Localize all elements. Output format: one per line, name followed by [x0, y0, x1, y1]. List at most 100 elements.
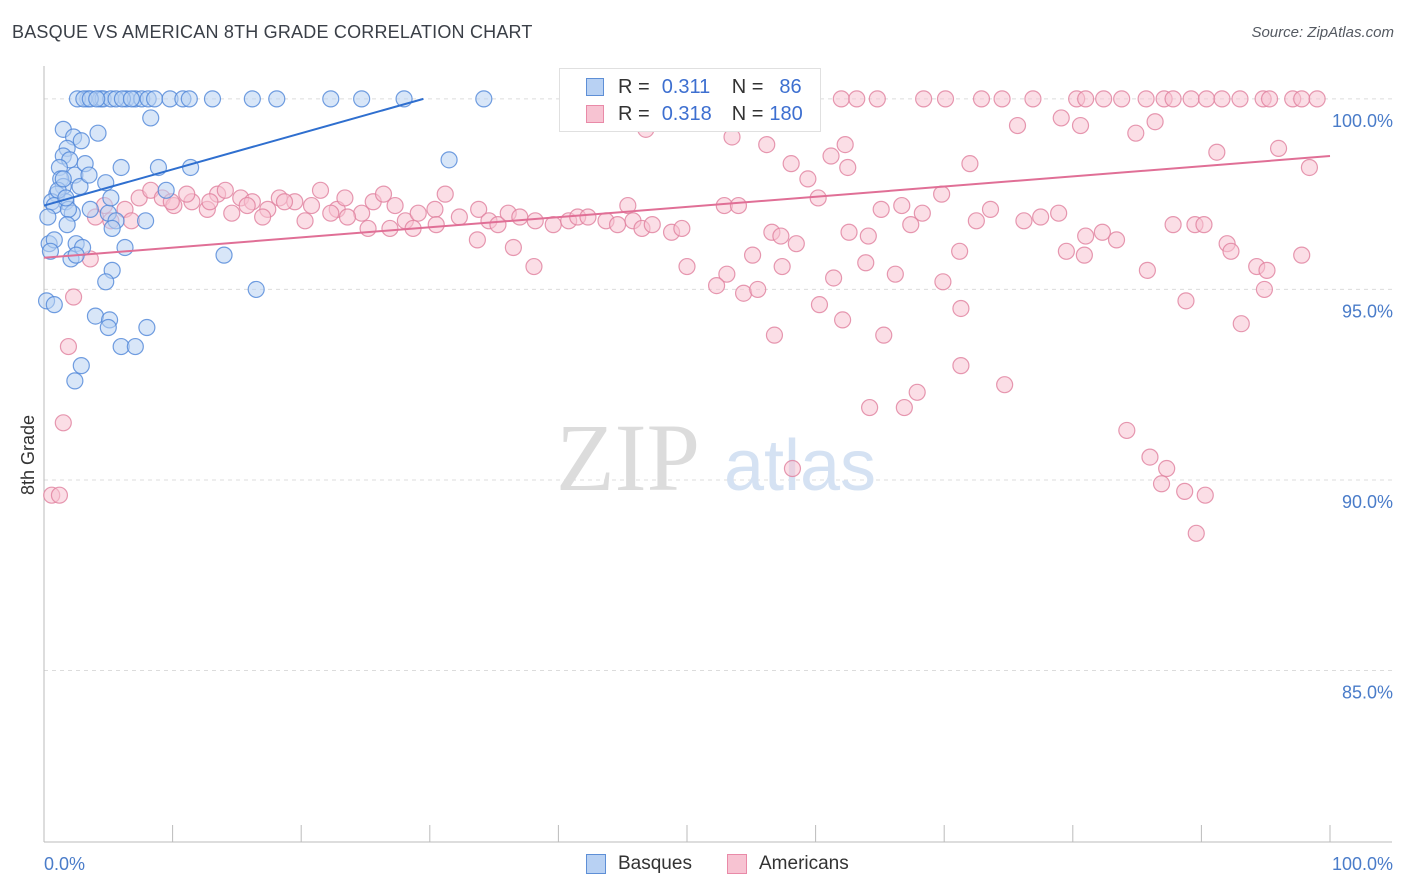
- americans-point: [825, 269, 843, 287]
- americans-point: [1177, 292, 1195, 310]
- americans-point: [734, 284, 753, 302]
- americans-point: [836, 135, 854, 154]
- basques-point: [138, 318, 156, 337]
- basques-point: [203, 90, 222, 108]
- americans-point: [1158, 459, 1176, 478]
- americans-point: [1152, 475, 1171, 493]
- americans-point: [859, 227, 877, 245]
- americans-point: [799, 170, 817, 188]
- basques-point: [81, 200, 99, 218]
- americans-point: [1095, 90, 1113, 108]
- basques-point: [102, 189, 120, 207]
- basques-point: [440, 151, 458, 169]
- americans-point: [386, 196, 404, 215]
- y-axis-title: 8th Grade: [18, 415, 38, 495]
- americans-point: [436, 185, 454, 203]
- americans-point: [951, 242, 969, 260]
- americans-point: [311, 181, 330, 199]
- americans-point: [743, 246, 762, 264]
- americans-point: [1052, 109, 1070, 127]
- watermark-zip: ZIP: [556, 404, 700, 511]
- americans-point: [1071, 116, 1090, 135]
- americans-point: [981, 200, 1000, 218]
- americans-point: [525, 257, 543, 276]
- basques-point: [54, 170, 72, 188]
- tick-labels: 100.0% 95.0% 90.0% 85.0% 0.0% 100.0%: [44, 111, 1393, 874]
- basques-point: [66, 372, 84, 390]
- americans-point: [1269, 139, 1288, 158]
- basques-point: [72, 132, 90, 150]
- americans-point: [296, 212, 314, 230]
- basques-point: [89, 124, 107, 142]
- basques-point: [157, 181, 175, 199]
- americans-point: [972, 90, 991, 108]
- americans-point: [1077, 227, 1095, 245]
- americans-point: [1231, 90, 1249, 108]
- legend-label: Americans: [759, 853, 849, 874]
- americans-point: [1293, 90, 1311, 108]
- americans-point: [765, 326, 784, 344]
- basques-point: [322, 90, 340, 108]
- americans-legend-swatch-icon: [727, 854, 747, 874]
- americans-point: [1222, 242, 1240, 260]
- americans-point: [1260, 90, 1279, 108]
- americans-point: [238, 196, 256, 215]
- legend-item-americans[interactable]: Americans: [727, 851, 849, 877]
- americans-point: [1146, 113, 1164, 131]
- americans-point: [64, 288, 83, 306]
- y-tick-label: 95.0%: [1342, 301, 1393, 321]
- americans-point: [996, 376, 1014, 394]
- americans-point: [374, 185, 393, 203]
- r-value: 0.311: [661, 75, 711, 98]
- americans-point: [902, 216, 920, 234]
- americans-point: [1300, 158, 1319, 177]
- americans-point: [511, 208, 529, 226]
- americans-point: [1197, 90, 1216, 108]
- americans-point: [1293, 246, 1311, 264]
- americans-point: [1255, 280, 1274, 299]
- basques-point: [126, 337, 144, 356]
- basques-point: [41, 242, 60, 260]
- americans-point: [1024, 90, 1042, 108]
- americans-point: [254, 208, 272, 226]
- americans-point: [1057, 242, 1075, 260]
- americans-point: [526, 212, 544, 230]
- americans-point: [1093, 223, 1111, 241]
- americans-trend-line: [43, 155, 1331, 259]
- americans-point: [908, 383, 926, 401]
- americans-point: [952, 299, 970, 318]
- stats-row-basques: R = 0.311 N = 86: [560, 73, 802, 101]
- americans-point: [1118, 421, 1136, 440]
- americans-point: [673, 219, 691, 238]
- americans-point: [782, 155, 800, 173]
- basques-point: [103, 219, 121, 238]
- basques-point: [145, 90, 164, 108]
- gridlines: [44, 98, 1392, 672]
- americans-point: [1050, 204, 1068, 222]
- basques-point: [116, 238, 134, 257]
- americans-point: [1008, 116, 1027, 135]
- x-tick-label: 100.0%: [1332, 854, 1393, 874]
- americans-point: [54, 414, 72, 432]
- americans-point: [381, 219, 399, 238]
- americans-point: [216, 181, 234, 199]
- americans-point: [336, 189, 354, 207]
- y-tick-label: 90.0%: [1342, 492, 1393, 512]
- americans-point: [1127, 124, 1145, 142]
- americans-point: [749, 280, 767, 299]
- americans-point: [848, 90, 866, 108]
- americans-point: [729, 196, 748, 215]
- americans-point: [961, 155, 979, 173]
- americans-point: [1164, 90, 1182, 108]
- americans-point: [1164, 216, 1182, 234]
- americans-point: [1015, 212, 1033, 230]
- basques-point: [112, 158, 130, 177]
- r-label: R =: [618, 102, 650, 125]
- legend-item-basques[interactable]: Basques: [586, 851, 692, 877]
- basques-point: [86, 307, 105, 325]
- americans-point: [579, 208, 597, 226]
- basques-point: [45, 296, 63, 314]
- americans-point: [322, 204, 340, 222]
- americans-point: [470, 200, 488, 218]
- basques-legend-swatch-icon: [586, 854, 606, 874]
